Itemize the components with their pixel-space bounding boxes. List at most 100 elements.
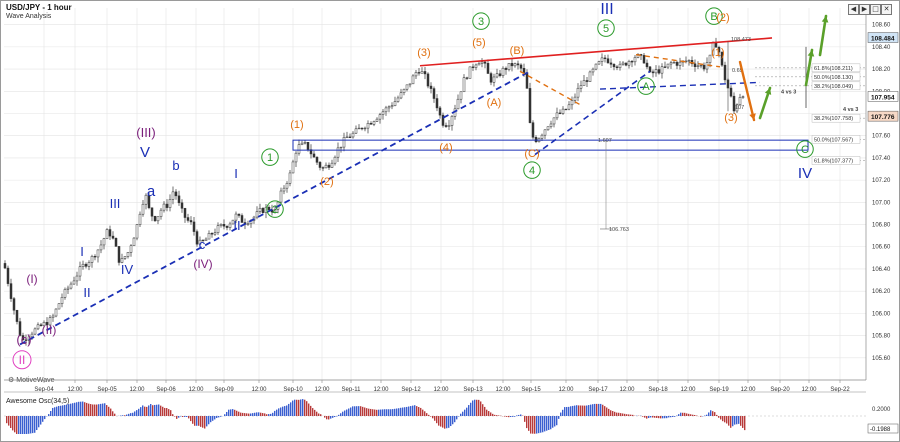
green-arrow-head [764,88,772,95]
candle [156,216,160,222]
candle [549,123,553,128]
oscillator-bar [68,404,70,416]
candle [159,209,163,217]
oscillator-bar [376,409,378,416]
oscillator-bar [326,416,328,420]
study-label: Wave Analysis [6,13,52,20]
candle [570,100,574,106]
oscillator-bar [488,411,490,416]
candle [633,57,637,63]
oscillator-bar [260,412,262,416]
candle [15,310,19,322]
candle [696,65,700,67]
candle [294,152,298,163]
oscillator-bar [644,416,646,418]
oscillator-bar [632,414,634,416]
oscillator-bar [188,416,190,419]
candle [228,223,232,228]
oscillator-tick: -0.1988 [870,427,891,433]
close-icon[interactable]: ✕ [881,4,892,15]
wave-label: 5 [603,23,609,35]
oscillator-bar [226,411,228,416]
oscillator-bar [64,404,66,416]
oscillator-bar [512,416,514,417]
oscillator-bar [548,416,550,430]
candle [483,61,487,64]
candle [198,239,202,245]
oscillator-bar [434,416,436,421]
oscillator-bar [646,416,648,419]
oscillator-bar [432,416,434,419]
candle [30,333,34,338]
scroll-left-icon[interactable]: ◀ [848,4,859,15]
candle [333,156,337,164]
candle [495,73,499,78]
oscillator-bar [570,406,572,416]
oscillator-bar [686,413,688,416]
oscillator-bar [394,408,396,416]
y-tick-label: 106.00 [872,311,891,317]
oscillator-bar [460,413,462,416]
oscillator-bar [386,409,388,416]
candle [48,317,52,326]
y-tick-label: 107.40 [872,156,891,162]
oscillator-bar [430,416,432,417]
oscillator-bar [56,406,58,416]
candle [528,88,532,123]
maximize-icon[interactable]: □ [870,4,881,15]
candle [117,246,121,263]
wave-label: (c) [16,332,31,347]
candle [531,122,535,138]
logo-text: MotiveWave [16,377,55,384]
oscillator-bar [340,413,342,416]
oscillator-bar [250,413,252,416]
price-tag-box [867,32,899,43]
candle [240,215,244,223]
oscillator-bar [242,412,244,416]
oscillator-bar [158,404,160,416]
x-tick-label: Sep-18 [648,387,668,393]
candle [96,249,100,258]
oscillator-bar [356,406,358,416]
fib-label: 61.8%(108.211) [814,66,853,72]
candle [546,126,550,131]
candle [3,263,7,269]
oscillator-bar [256,412,258,416]
oscillator-bar [268,414,270,416]
candle [60,297,64,304]
wave-label: 3 [478,16,484,28]
candle [57,303,61,310]
oscillator-bar [492,413,494,416]
candle [534,137,538,142]
fib-label-box [811,135,861,144]
candle [183,208,187,218]
chart-annotation: 4 vs 3 [781,89,796,95]
oscillator-bar [652,416,654,418]
candle [42,322,46,326]
oscillator-bar [602,404,604,416]
candle [630,61,634,63]
oscillator-bar [34,416,36,433]
x-tick-label: 12:00 [433,387,449,393]
oscillator-bar [42,416,44,422]
scroll-right-icon[interactable]: ▶ [859,4,870,15]
wave-label: (4) [439,142,452,154]
oscillator-bar [566,406,568,416]
candle [705,62,709,70]
oscillator-bar [528,416,530,431]
x-tick-label: Sep-15 [521,387,541,393]
oscillator-bar [744,416,746,431]
candle [9,283,13,299]
candle [666,63,670,68]
oscillator-bar [88,403,90,416]
candle [327,164,331,168]
candle [507,63,511,70]
oscillator-bar [598,403,600,416]
oscillator-bar [154,404,156,416]
oscillator-bar [716,414,718,416]
blue-trendline-flat [599,81,761,90]
green-arrow-head [821,16,829,23]
oscillator-bar [658,416,660,419]
oscillator-bar [306,401,308,416]
